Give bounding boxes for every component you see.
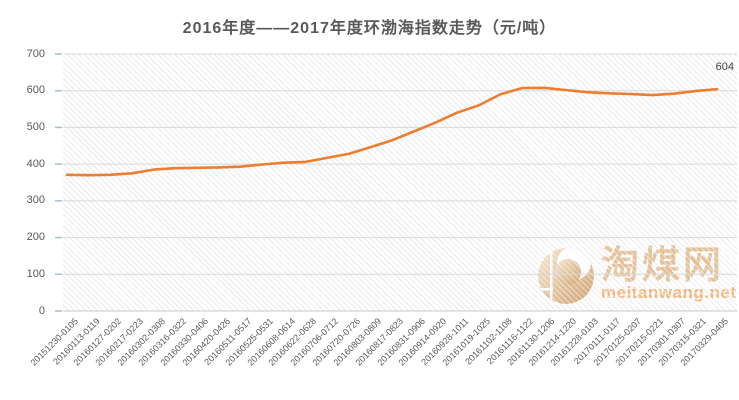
y-axis-label: 500 <box>26 120 45 133</box>
last-value-label: 604 <box>715 61 734 73</box>
watermark-site-name: 淘煤网 <box>601 245 725 287</box>
y-axis-label: 200 <box>26 231 45 244</box>
plot-area <box>63 54 737 311</box>
y-axis-label: 100 <box>26 267 45 280</box>
y-axis-label: 300 <box>26 194 45 207</box>
y-axis-label: 600 <box>26 84 45 97</box>
y-axis-label: 0 <box>38 304 45 317</box>
watermark: 淘煤网 meitanwang.net <box>537 245 737 305</box>
index-trend-line <box>65 86 719 177</box>
y-axis-label: 400 <box>26 157 45 170</box>
taomei-logo-icon <box>538 248 594 304</box>
chart-title: 2016年度——2017年度环渤海指数走势（元/吨） <box>182 20 557 37</box>
watermark-site-url: meitanwang.net <box>601 283 737 302</box>
y-axis-label: 700 <box>26 47 45 60</box>
